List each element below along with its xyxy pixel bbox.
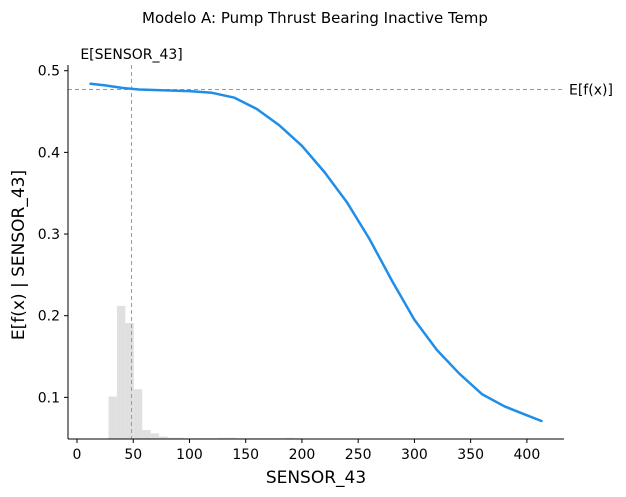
histogram-bar — [218, 437, 227, 439]
x-tick-label: 400 — [514, 447, 541, 463]
histogram-bar — [285, 437, 295, 439]
histogram-bar — [133, 389, 143, 439]
x-axis-label: SENSOR_43 — [266, 468, 366, 488]
x-tick-label: 0 — [73, 447, 82, 463]
histogram — [108, 305, 303, 439]
x-tick-label: 350 — [457, 447, 484, 463]
x-tick-label: 250 — [345, 447, 372, 463]
histogram-bar — [142, 430, 151, 439]
x-tick-label: 150 — [232, 447, 259, 463]
y-tick-label: 0.1 — [38, 390, 60, 406]
y-tick-label: 0.3 — [38, 227, 60, 243]
expected-value-label: E[f(x)] — [569, 82, 613, 98]
y-tick-label: 0.4 — [38, 145, 60, 161]
histogram-bar — [125, 323, 134, 439]
y-axis-ticks: 0.1 0.2 0.3 0.4 0.5 — [38, 64, 68, 406]
histogram-bar — [175, 437, 185, 439]
chart-title: Modelo A: Pump Thrust Bearing Inactive T… — [142, 9, 488, 27]
axes — [67, 65, 564, 440]
y-tick-label: 0.5 — [38, 64, 60, 80]
histogram-bar — [108, 396, 117, 439]
x-tick-label: 300 — [401, 447, 428, 463]
series-layer — [89, 82, 543, 423]
histogram-bar — [150, 433, 160, 439]
y-tick-label: 0.2 — [38, 309, 60, 325]
y-axis-label: E[f(x) | SENSOR_43] — [9, 170, 29, 340]
histogram-bar — [116, 305, 126, 439]
x-tick-label: 50 — [124, 447, 142, 463]
histogram-bar — [226, 437, 236, 439]
histogram-bar — [167, 437, 176, 439]
reference-lines: E[f(x)] E[SENSOR_43] — [68, 47, 613, 439]
histogram-bar — [159, 436, 168, 439]
x-axis-ticks: 0 50 100 150 200 250 300 350 400 — [73, 439, 541, 463]
x-tick-label: 200 — [289, 447, 316, 463]
series-line — [89, 82, 543, 423]
feature-mean-label: E[SENSOR_43] — [80, 47, 182, 63]
x-tick-label: 100 — [176, 447, 203, 463]
